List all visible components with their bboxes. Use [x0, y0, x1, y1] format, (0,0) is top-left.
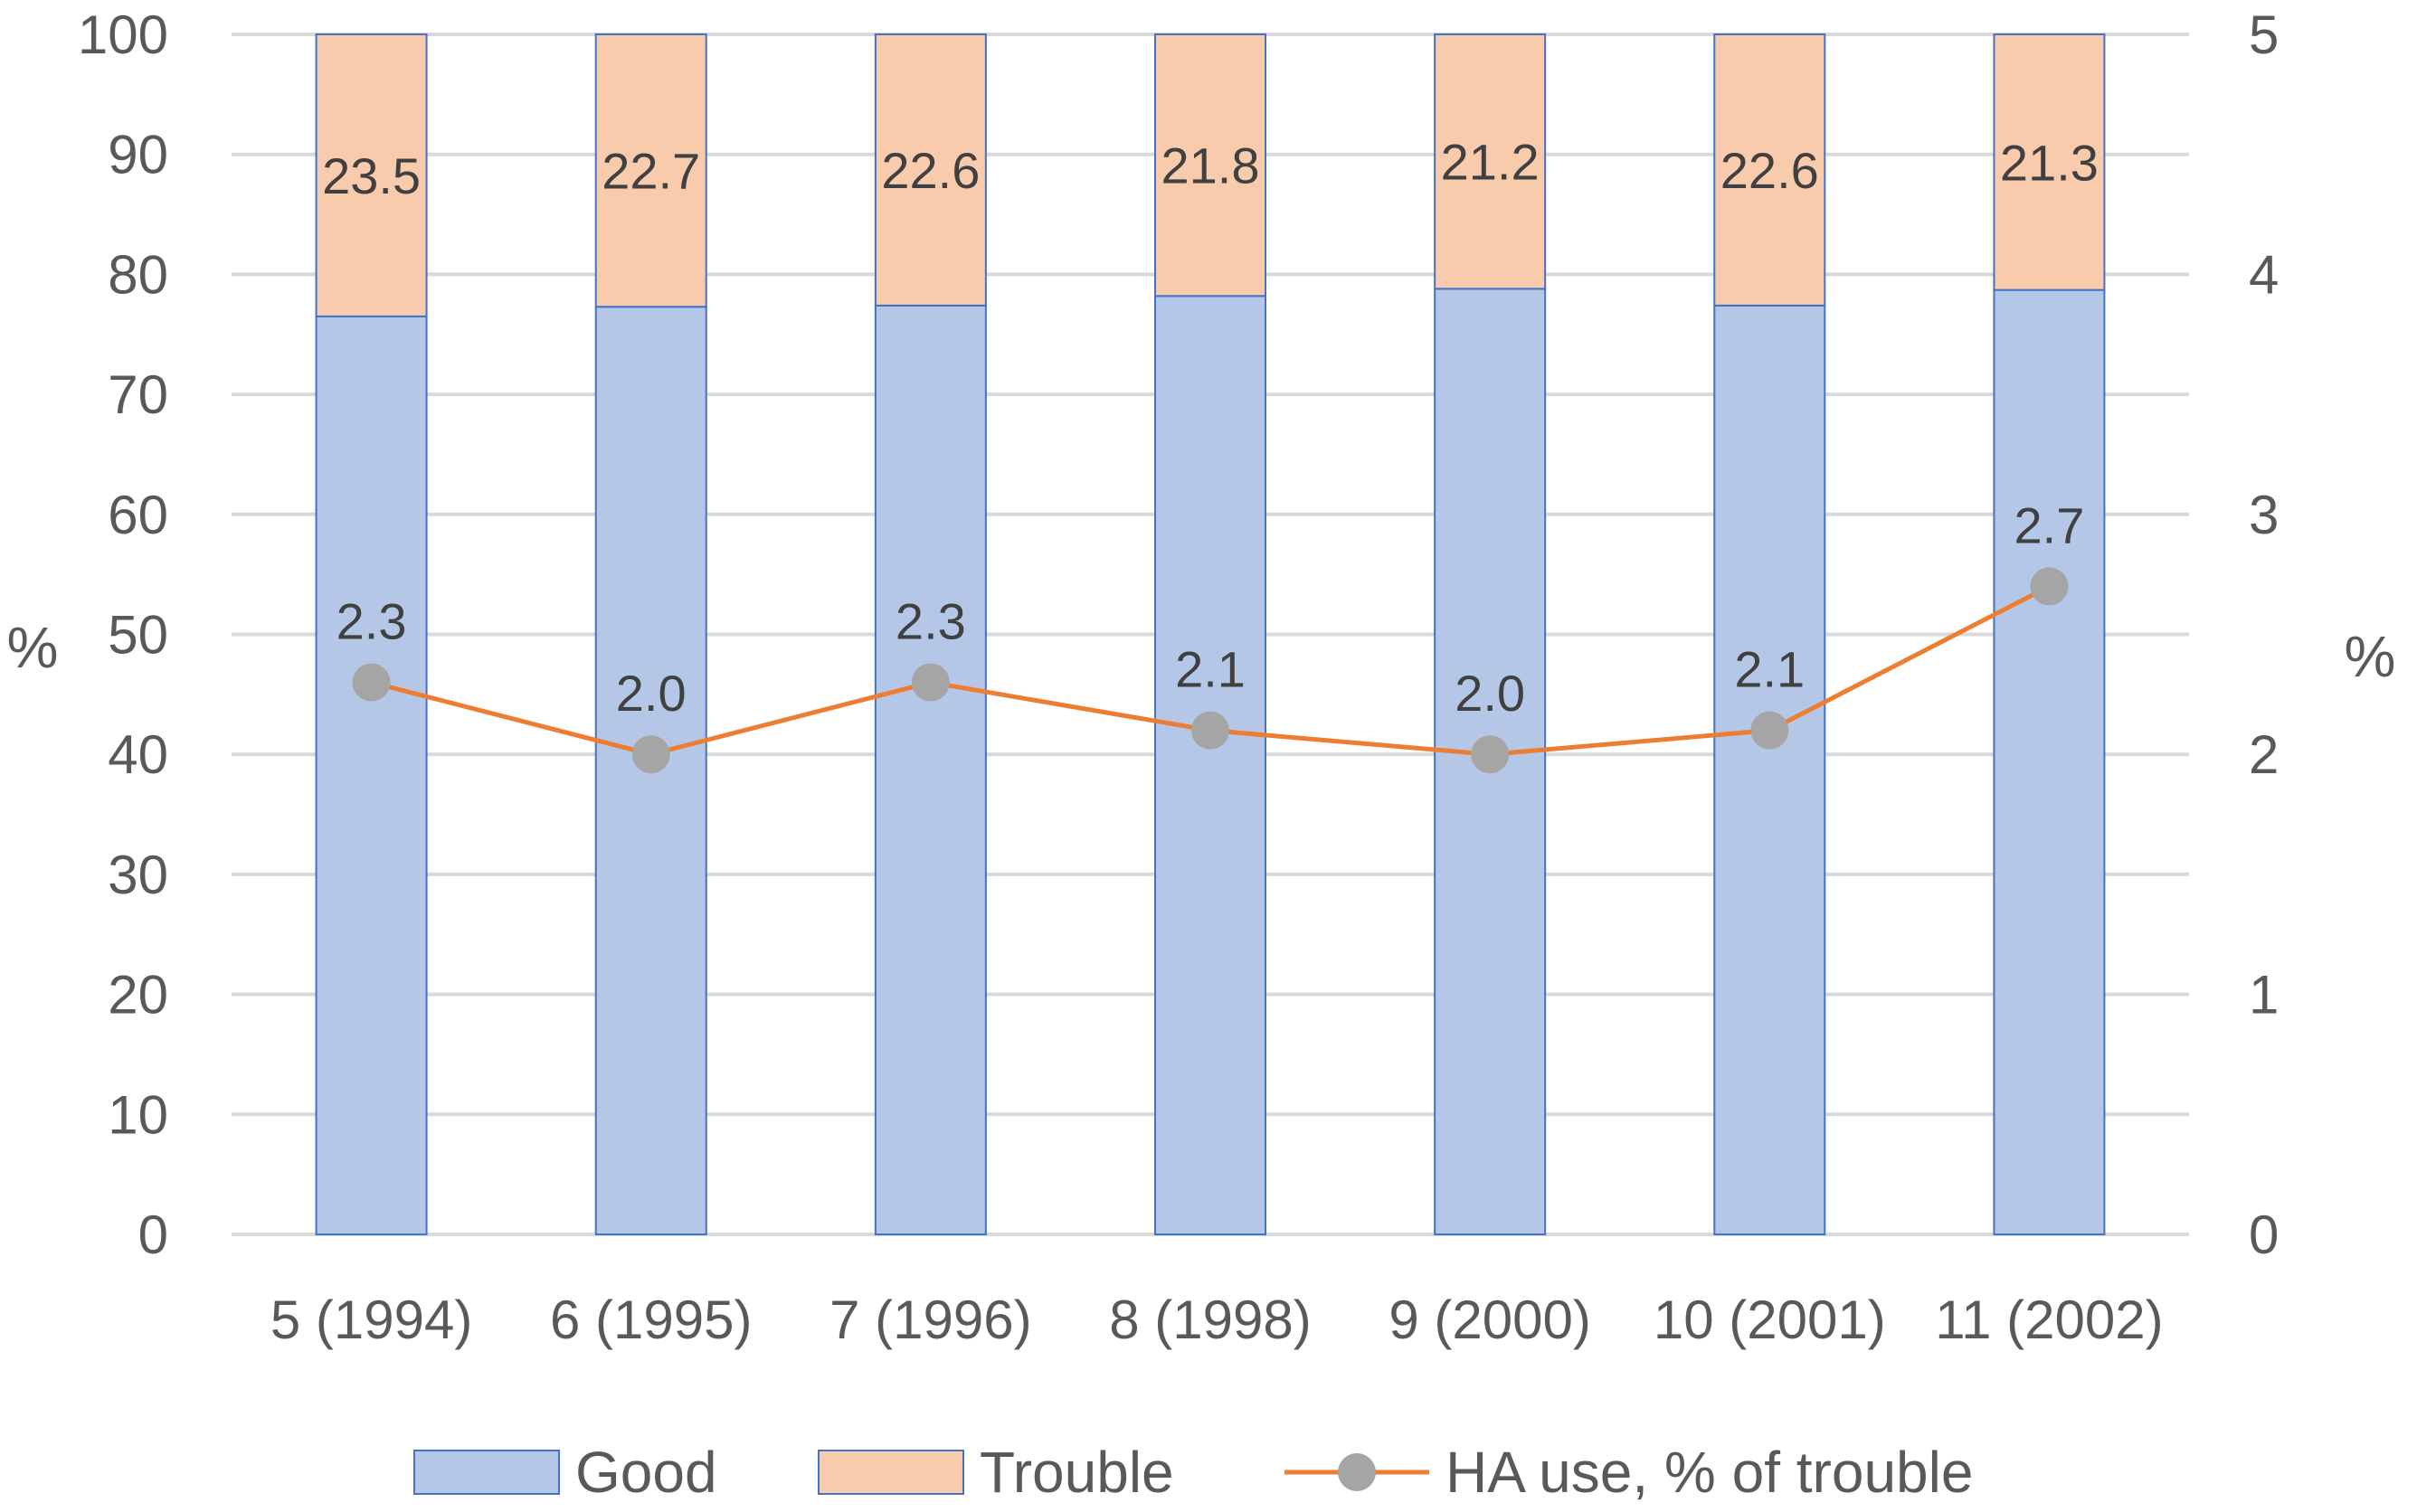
category-label: 11 (2002) — [1935, 1290, 2163, 1350]
line-point — [911, 663, 950, 702]
legend-label: HA use, % of trouble — [1445, 1440, 1973, 1505]
legend-label: Good — [575, 1440, 717, 1505]
line-point — [1471, 735, 1510, 774]
bar-trouble — [1434, 33, 1547, 290]
bar-data-label: 22.6 — [1720, 142, 1819, 199]
right-tick-label: 2 — [2249, 724, 2279, 785]
right-tick-label: 4 — [2249, 244, 2279, 305]
category-label: 9 (2000) — [1389, 1290, 1590, 1350]
line-data-label: 2.1 — [1734, 641, 1805, 698]
left-axis-ticks: 0 10 20 30 40 50 60 70 80 90 100 — [78, 5, 168, 1265]
bar-data-label: 21.3 — [2000, 134, 2099, 191]
legend-marker — [1338, 1453, 1376, 1491]
left-tick-label: 100 — [78, 5, 168, 65]
bar-good — [1154, 295, 1266, 1235]
line-point — [2030, 567, 2069, 606]
bar-data-label: 22.7 — [602, 143, 700, 200]
left-axis-title: % — [7, 615, 59, 680]
bar-data-label: 23.5 — [322, 147, 421, 204]
line-point — [631, 735, 670, 774]
left-tick-label: 40 — [108, 724, 168, 785]
line-data-label: 2.3 — [336, 593, 407, 650]
bar-data-labels: 23.5 22.7 22.6 21.8 21.2 22.6 21.3 — [322, 134, 2099, 204]
bar-good — [874, 304, 987, 1236]
category-label: 10 (2001) — [1654, 1290, 1886, 1350]
line-data-label: 2.1 — [1175, 641, 1246, 698]
legend: Good Trouble HA use, % of trouble — [413, 1440, 1973, 1505]
bar-good — [315, 315, 428, 1236]
category-label: 7 (1996) — [829, 1290, 1031, 1350]
left-tick-label: 30 — [108, 845, 168, 905]
right-tick-label: 1 — [2249, 965, 2279, 1025]
bar-trouble — [1993, 33, 2106, 291]
bar-trouble — [594, 33, 707, 308]
left-tick-label: 50 — [108, 605, 168, 666]
bar-trouble — [1154, 33, 1266, 298]
legend-label: Trouble — [980, 1440, 1174, 1505]
left-tick-label: 10 — [108, 1084, 168, 1145]
right-axis-ticks: 0 1 2 3 4 5 — [2249, 5, 2279, 1265]
bar-data-label: 21.2 — [1441, 134, 1540, 191]
line-point — [1750, 711, 1789, 750]
bar-good — [1993, 288, 2106, 1235]
legend-swatch — [413, 1450, 560, 1495]
category-label: 5 (1994) — [270, 1290, 472, 1350]
bar-good — [1713, 304, 1826, 1236]
left-tick-label: 60 — [108, 485, 168, 545]
bar-trouble — [874, 33, 987, 307]
left-tick-label: 20 — [108, 965, 168, 1025]
line-point — [1191, 711, 1229, 750]
bar-data-label: 21.8 — [1161, 137, 1260, 194]
right-axis-title: % — [2345, 624, 2396, 689]
legend-item: HA use, % of trouble — [1284, 1440, 1973, 1505]
left-tick-label: 90 — [108, 125, 168, 185]
left-tick-label: 80 — [108, 244, 168, 305]
line-data-label: 2.3 — [896, 593, 966, 650]
category-label: 8 (1998) — [1109, 1290, 1311, 1350]
legend-item: Good — [413, 1440, 717, 1505]
bar-trouble — [315, 33, 428, 317]
right-tick-label: 5 — [2249, 5, 2279, 65]
line-series: 2.3 2.0 2.3 2.1 2.0 2.1 2.7 — [336, 496, 2084, 774]
right-tick-label: 3 — [2249, 485, 2279, 545]
line-data-label: 2.0 — [616, 665, 687, 722]
bars — [315, 33, 2106, 1236]
line-data-label: 2.7 — [2014, 496, 2084, 553]
line-data-label: 2.0 — [1455, 665, 1525, 722]
left-tick-label: 0 — [138, 1205, 168, 1265]
category-label: 6 (1995) — [550, 1290, 752, 1350]
bar-data-label: 22.6 — [881, 142, 980, 199]
legend-item: Trouble — [818, 1440, 1174, 1505]
bar-trouble — [1713, 33, 1826, 307]
left-tick-label: 70 — [108, 364, 168, 425]
right-tick-label: 0 — [2249, 1205, 2279, 1265]
category-axis-labels: 5 (1994) 6 (1995) 7 (1996) 8 (1998) 9 (2000)… — [270, 1290, 2164, 1350]
line-point — [352, 663, 391, 702]
legend-swatch — [818, 1450, 964, 1495]
